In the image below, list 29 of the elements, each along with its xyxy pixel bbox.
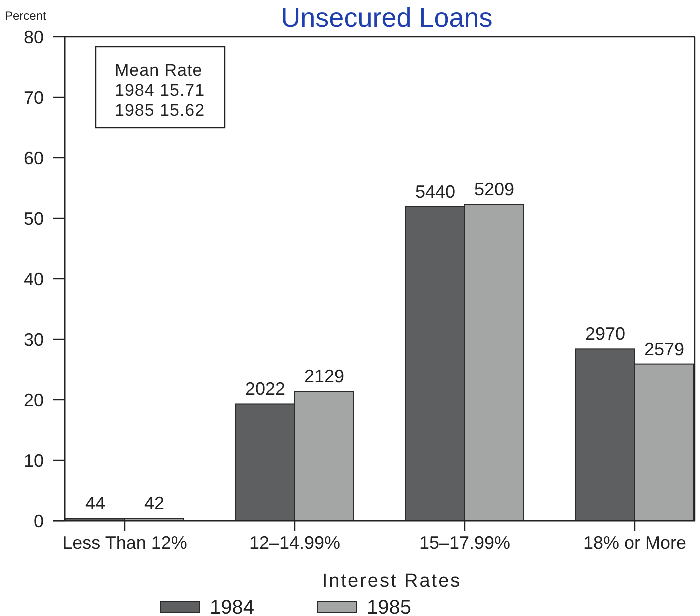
annotation: 1984 15.71 bbox=[115, 81, 206, 100]
y-tick-label: 30 bbox=[24, 330, 44, 350]
x-axis-title: Interest Rates bbox=[322, 571, 462, 592]
x-tick-label: 12–14.99% bbox=[249, 533, 341, 553]
annotation: 5209 bbox=[474, 180, 515, 200]
y-tick-label: 60 bbox=[24, 148, 44, 168]
legend-label: 1985 bbox=[367, 597, 412, 616]
y-axis-title: Percent bbox=[5, 9, 48, 23]
x-tick-label: 15–17.99% bbox=[419, 533, 511, 553]
legend-label: 1984 bbox=[210, 597, 254, 616]
y-tick-label: 20 bbox=[24, 390, 44, 410]
y-tick-label: 50 bbox=[24, 208, 44, 229]
annotation: 1985 15.62 bbox=[115, 101, 206, 120]
annotation: 2970 bbox=[585, 324, 626, 344]
y-tick-label: 80 bbox=[24, 27, 44, 48]
x-tick-label: Less Than 12% bbox=[62, 533, 188, 553]
y-tick-label: 10 bbox=[24, 450, 44, 471]
chart-title: Unsecured Loans bbox=[281, 3, 493, 33]
annotation: 42 bbox=[144, 494, 165, 514]
annotation: Mean Rate bbox=[115, 61, 203, 80]
annotation: 44 bbox=[85, 494, 106, 514]
annotation: 5440 bbox=[415, 182, 456, 202]
y-tick-label: 0 bbox=[34, 511, 44, 532]
y-tick-label: 70 bbox=[24, 88, 44, 108]
x-tick-label: 18% or More bbox=[583, 533, 687, 553]
y-tick-label: 40 bbox=[24, 269, 44, 290]
annotation: 2579 bbox=[644, 339, 685, 360]
annotation: 2022 bbox=[245, 379, 286, 400]
annotation: 2129 bbox=[304, 366, 345, 387]
